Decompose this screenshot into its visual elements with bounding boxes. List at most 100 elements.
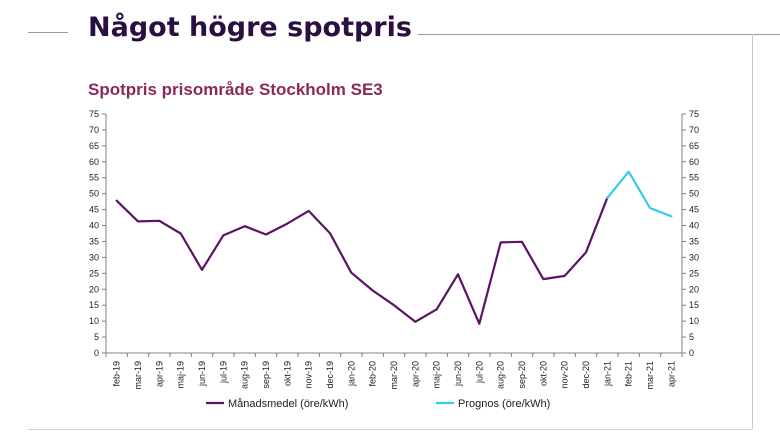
slide-rule-bottom bbox=[28, 429, 752, 430]
data-point bbox=[649, 207, 651, 209]
x-tick-label: sep-20 bbox=[517, 361, 527, 389]
chart-title: Spotpris prisområde Stockholm SE3 bbox=[88, 80, 383, 99]
x-tick-label: feb-20 bbox=[368, 361, 378, 387]
y-tick-label-right: 45 bbox=[689, 205, 699, 215]
data-point bbox=[521, 240, 523, 243]
x-tick-label: apr-19 bbox=[154, 361, 164, 387]
x-tick-label: maj-20 bbox=[432, 361, 442, 389]
x-tick-label: maj-19 bbox=[176, 361, 186, 389]
y-tick-label-left: 55 bbox=[89, 173, 99, 183]
data-point bbox=[115, 199, 118, 202]
data-point bbox=[307, 209, 310, 212]
y-tick-label-left: 25 bbox=[89, 268, 99, 278]
legend-label: Månadsmedel (öre/kWh) bbox=[228, 398, 348, 410]
slide-divider-vertical bbox=[752, 34, 753, 429]
data-point bbox=[371, 289, 374, 292]
y-tick-label-left: 50 bbox=[89, 189, 99, 199]
x-tick-label: jun-19 bbox=[197, 361, 207, 387]
data-point bbox=[435, 308, 438, 311]
data-point bbox=[414, 320, 417, 323]
y-tick-label-right: 35 bbox=[689, 236, 699, 246]
x-tick-label: feb-21 bbox=[624, 361, 634, 387]
x-tick-label: aug-20 bbox=[496, 361, 506, 389]
data-point bbox=[222, 234, 225, 237]
x-tick-label: jul-20 bbox=[474, 361, 484, 384]
legend-label: Prognos (öre/kWh) bbox=[458, 398, 550, 410]
y-tick-label-right: 10 bbox=[689, 316, 699, 326]
data-point bbox=[158, 219, 161, 222]
series-line-manadsmedel bbox=[115, 196, 609, 325]
data-point bbox=[179, 232, 182, 235]
data-point bbox=[670, 215, 673, 218]
y-tick-label-right: 60 bbox=[689, 157, 699, 167]
x-tick-label: mar-20 bbox=[389, 361, 399, 390]
y-tick-label-left: 60 bbox=[89, 157, 99, 167]
y-tick-label-left: 0 bbox=[94, 348, 99, 358]
x-tick-label: aug-19 bbox=[240, 361, 250, 389]
y-tick-label-left: 15 bbox=[89, 300, 99, 310]
y-tick-label-right: 25 bbox=[689, 268, 699, 278]
y-tick-label-left: 10 bbox=[89, 316, 99, 326]
y-tick-label-left: 45 bbox=[89, 205, 99, 215]
y-tick-label-right: 50 bbox=[689, 189, 699, 199]
x-tick-label: mar-19 bbox=[133, 361, 143, 390]
data-point bbox=[265, 233, 267, 236]
y-tick-label-left: 40 bbox=[89, 221, 99, 231]
x-tick-label: dec-19 bbox=[325, 361, 335, 389]
x-tick-label: nov-19 bbox=[304, 361, 314, 389]
x-tick-label: jun-20 bbox=[453, 361, 463, 387]
data-point bbox=[606, 196, 609, 199]
data-point bbox=[478, 322, 481, 325]
title-rule-right bbox=[418, 34, 780, 35]
y-tick-label-right: 55 bbox=[689, 173, 699, 183]
data-point bbox=[585, 251, 587, 254]
slide-title: Något högre spotpris bbox=[88, 12, 412, 43]
y-tick-label-right: 65 bbox=[689, 141, 699, 151]
x-tick-label: nov-20 bbox=[560, 361, 570, 389]
x-tick-label: sep-19 bbox=[261, 361, 271, 389]
data-point bbox=[627, 170, 630, 173]
y-tick-label-right: 75 bbox=[689, 109, 699, 119]
x-tick-label: jul-19 bbox=[218, 361, 228, 384]
x-tick-label: mar-21 bbox=[645, 361, 655, 390]
y-tick-label-left: 65 bbox=[89, 141, 99, 151]
data-point bbox=[350, 271, 353, 274]
series-line-prognos bbox=[606, 170, 673, 218]
data-point bbox=[243, 225, 246, 228]
y-tick-label-right: 70 bbox=[689, 125, 699, 135]
x-tick-label: apr-20 bbox=[410, 361, 420, 387]
data-point bbox=[137, 220, 139, 223]
y-tick-label-left: 75 bbox=[89, 109, 99, 119]
y-tick-label-left: 35 bbox=[89, 236, 99, 246]
data-point bbox=[201, 268, 203, 271]
y-tick-label-right: 5 bbox=[689, 332, 694, 342]
data-point bbox=[329, 232, 331, 235]
title-rule-left bbox=[28, 32, 68, 33]
x-tick-label: dec-20 bbox=[581, 361, 591, 389]
chart-legend: Månadsmedel (öre/kWh) Prognos (öre/kWh) bbox=[206, 398, 550, 410]
data-point bbox=[393, 304, 395, 307]
data-point bbox=[563, 274, 566, 277]
y-tick-label-left: 20 bbox=[89, 284, 99, 294]
y-tick-label-right: 30 bbox=[689, 252, 699, 262]
data-point bbox=[499, 241, 502, 244]
x-tick-label: jan-20 bbox=[346, 361, 356, 387]
x-tick-label: apr-21 bbox=[666, 361, 676, 387]
data-point bbox=[457, 273, 459, 276]
data-point bbox=[286, 222, 289, 225]
x-tick-label: okt-20 bbox=[538, 361, 548, 386]
x-tick-label: jan-21 bbox=[602, 361, 612, 387]
y-tick-label-left: 5 bbox=[94, 332, 99, 342]
y-tick-label-right: 15 bbox=[689, 300, 699, 310]
y-tick-label-right: 20 bbox=[689, 284, 699, 294]
y-tick-label-left: 30 bbox=[89, 252, 99, 262]
chart-series bbox=[115, 170, 673, 325]
y-tick-label-left: 70 bbox=[89, 125, 99, 135]
x-tick-label: feb-19 bbox=[112, 361, 122, 387]
y-tick-label-right: 0 bbox=[689, 348, 694, 358]
data-point bbox=[542, 278, 545, 280]
y-tick-label-right: 40 bbox=[689, 221, 699, 231]
x-tick-label: okt-19 bbox=[282, 361, 292, 386]
